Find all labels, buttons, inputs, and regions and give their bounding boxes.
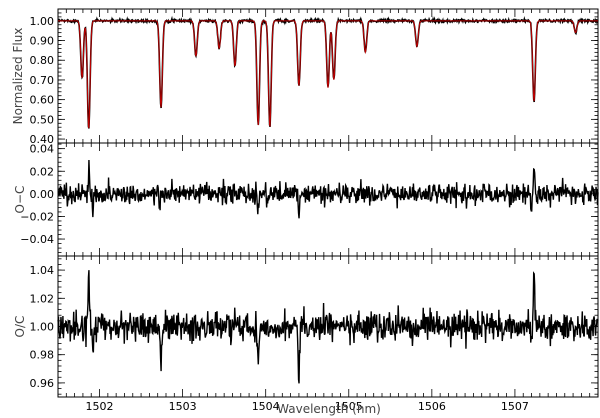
ytick-label: 0.60	[30, 94, 55, 107]
ytick-label: 0.90	[30, 35, 55, 48]
ytick-label: 0.70	[30, 74, 55, 87]
ytick-label: −0.04	[20, 233, 54, 246]
ytick-label: 1.04	[30, 264, 55, 277]
ytick-label: 1.00	[30, 321, 55, 334]
xtick-label: 1506	[418, 400, 446, 413]
ytick-label: 0.50	[30, 113, 55, 126]
xtick-label: 1504	[252, 400, 280, 413]
ytick-label: 1.00	[30, 15, 55, 28]
series-residual	[57, 160, 599, 219]
panel-2-y-label: O−C	[13, 186, 27, 214]
panel-3-y-label: O/C	[13, 316, 27, 338]
ytick-label: −0.02	[20, 210, 54, 223]
series-ratio	[57, 270, 599, 384]
ytick-label: 0.04	[30, 143, 55, 156]
ytick-label: 0.02	[30, 165, 55, 178]
xtick-label: 1505	[335, 400, 363, 413]
ytick-label: 1.02	[30, 292, 55, 305]
ytick-label: 0.80	[30, 54, 55, 67]
xtick-label: 1507	[501, 400, 529, 413]
xtick-label: 1502	[86, 400, 114, 413]
ytick-label: 0.96	[30, 377, 55, 390]
ytick-label: 0.98	[30, 349, 55, 362]
ytick-label: 0.40	[30, 133, 55, 146]
series-model	[58, 20, 598, 129]
ytick-label: 0.00	[30, 188, 55, 201]
x-axis-label: Wavelength (nm)	[277, 402, 381, 416]
series-observed	[57, 15, 599, 129]
panel-1-y-label: Normalized Flux	[11, 28, 25, 125]
xtick-label: 1503	[169, 400, 197, 413]
